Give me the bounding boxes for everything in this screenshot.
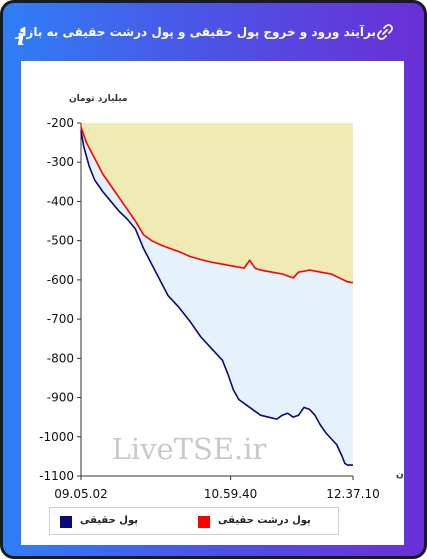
watermark: LiveTSE.ir (112, 432, 267, 466)
chart-title: برآیند ورود و خروج پول حقیقی و پول درشت … (15, 25, 376, 39)
legend-label-real-money: پول حقیقی (80, 515, 138, 526)
legend-swatch-real-money (60, 516, 72, 528)
x-tick-label: 10.59.40 (204, 487, 257, 501)
y-tick-label: -600 (47, 273, 74, 287)
legend-swatch-big-real-money (198, 516, 210, 528)
y-tick-label: -300 (47, 155, 74, 169)
series-line-big-real-money (80, 126, 354, 284)
upper-fill-area (81, 123, 353, 283)
y-axis-title: میلیارد تومان (69, 94, 128, 104)
legend-label-big-real-money: پول درشت حقیقی (218, 515, 311, 526)
y-tick-label: -400 (47, 194, 74, 208)
y-tick-label: -900 (47, 391, 74, 405)
x-tick-label: 09.05.02 (54, 487, 107, 501)
chart: -200 -300 -400 -500 -600 -700 -800 -900 -1000 -11… (39, 94, 404, 501)
y-tick-label: -200 (47, 116, 74, 130)
title-bar: برآیند ورود و خروج پول حقیقی و پول درشت … (3, 3, 424, 61)
y-tick-label: -800 (47, 351, 74, 365)
legend: پول حقیقی پول درشت حقیقی (49, 507, 339, 535)
series-line-real-money (80, 130, 353, 466)
link-icon[interactable] (376, 23, 394, 41)
chart-panel: -200 -300 -400 -500 -600 -700 -800 -900 -1000 -11… (21, 61, 404, 545)
x-axis-title: زمان (396, 470, 404, 480)
y-tick-label: -700 (47, 312, 74, 326)
info-icon[interactable]: i (17, 25, 26, 51)
y-tick-label: -1100 (39, 469, 74, 483)
x-tick-label: 12.37.10 (326, 487, 379, 501)
y-tick-label: -500 (47, 234, 74, 248)
y-tick-label: -1000 (39, 430, 74, 444)
lower-fill-area (81, 126, 353, 466)
